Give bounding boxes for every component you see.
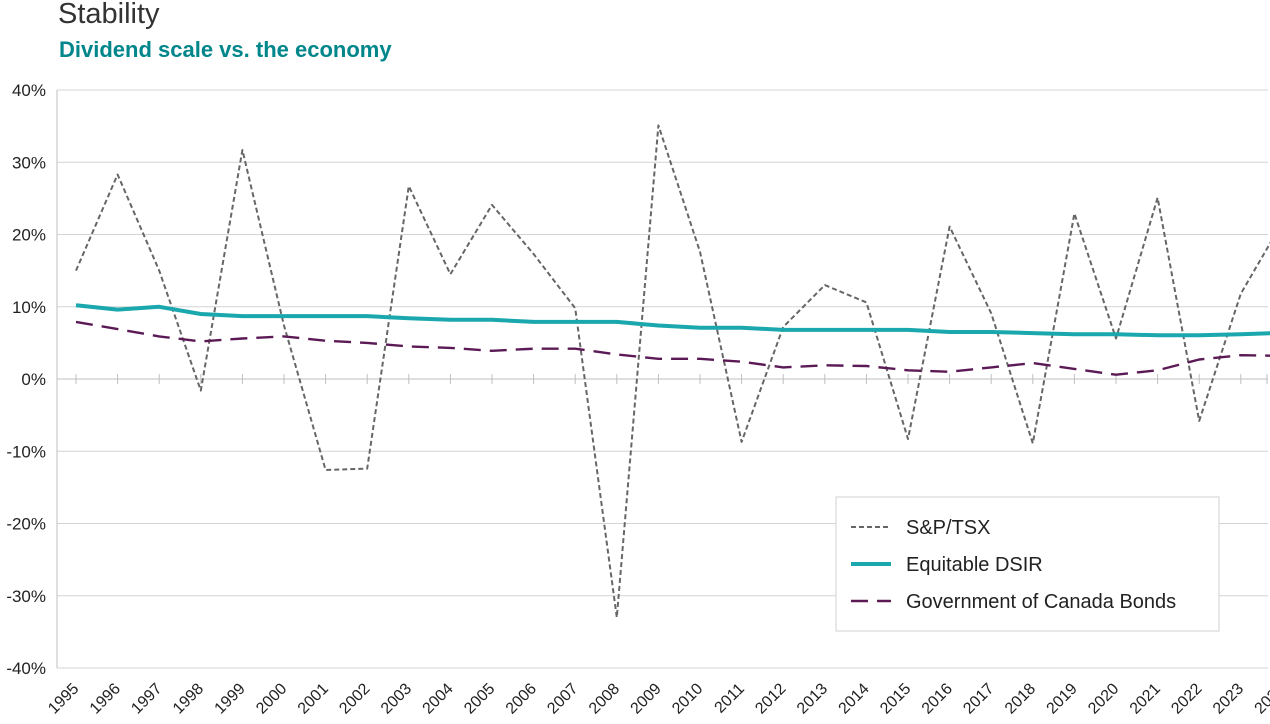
y-tick-label: -10% (6, 442, 46, 461)
x-tick-label: 2015 (877, 680, 914, 717)
y-tick-label: -30% (6, 587, 46, 606)
x-tick-label: 2019 (1044, 680, 1081, 717)
x-tick-label: 2013 (794, 680, 831, 717)
y-tick-label: 10% (12, 298, 46, 317)
x-tick-label: 2000 (253, 680, 290, 717)
legend-label: Equitable DSIR (906, 554, 1043, 576)
series-line-government-of-canada-bonds (75, 320, 1270, 376)
x-tick-label: 2012 (752, 680, 789, 717)
x-tick-label: 2009 (628, 680, 665, 717)
x-tick-label: 2022 (1168, 680, 1205, 717)
y-axis-ticks: 40% 30% 20% 10% 0% -10% -20% -30% -40% (6, 81, 46, 678)
x-tick-label: 2005 (461, 680, 498, 717)
legend-label: Government of Canada Bonds (906, 591, 1176, 613)
x-tick-label: 2004 (420, 680, 457, 717)
y-tick-label: 30% (12, 153, 46, 172)
x-tick-label: 2023 (1210, 680, 1247, 717)
y-tick-label: 0% (21, 370, 46, 389)
axes (56, 90, 1268, 668)
x-tick-label: 2010 (669, 680, 706, 717)
x-tick-label: 1999 (212, 680, 249, 717)
x-tick-label: 2024 (1252, 680, 1270, 717)
legend-label: S&P/TSX (906, 517, 990, 539)
y-tick-label: 20% (12, 226, 46, 245)
x-tick-label: 2008 (586, 680, 623, 717)
series-line-equitable-dsir (75, 303, 1270, 338)
x-tick-label: 2001 (295, 680, 332, 717)
x-tick-label: 1996 (87, 680, 124, 717)
x-tick-label: 2011 (712, 680, 748, 716)
chart-title: Stability (58, 0, 160, 30)
series-line-s-p-tsx (75, 124, 1270, 619)
x-tick-label: 2007 (544, 680, 581, 717)
legend-box (835, 496, 1220, 632)
x-tick-label: 1997 (128, 680, 165, 717)
x-tick-label: 1995 (45, 680, 82, 717)
x-tick-label: 2006 (503, 680, 540, 717)
x-tick-label: 2017 (960, 680, 997, 717)
x-tick-label: 2016 (919, 680, 956, 717)
x-tick-label: 2003 (378, 680, 415, 717)
x-tick-label: 2002 (336, 680, 373, 717)
x-axis-ticks: 1995 1996 1997 1998 1999 2000 2001 2002 2003 2004… (45, 680, 1270, 717)
x-tick-label: 1998 (170, 680, 207, 717)
x-tick-label: 2018 (1002, 680, 1039, 717)
y-tick-label: 40% (12, 81, 46, 100)
x-tick-label: 2021 (1127, 680, 1164, 717)
y-tick-label: -20% (6, 515, 46, 534)
chart-subtitle: Dividend scale vs. the economy (59, 37, 392, 62)
y-tick-label: -40% (6, 659, 46, 678)
series-lines (75, 124, 1270, 619)
x-tick-label: 2020 (1085, 680, 1122, 717)
legend: S&P/TSX Equitable DSIR Government of Canad… (835, 496, 1220, 632)
x-tick-label: 2014 (836, 680, 873, 717)
